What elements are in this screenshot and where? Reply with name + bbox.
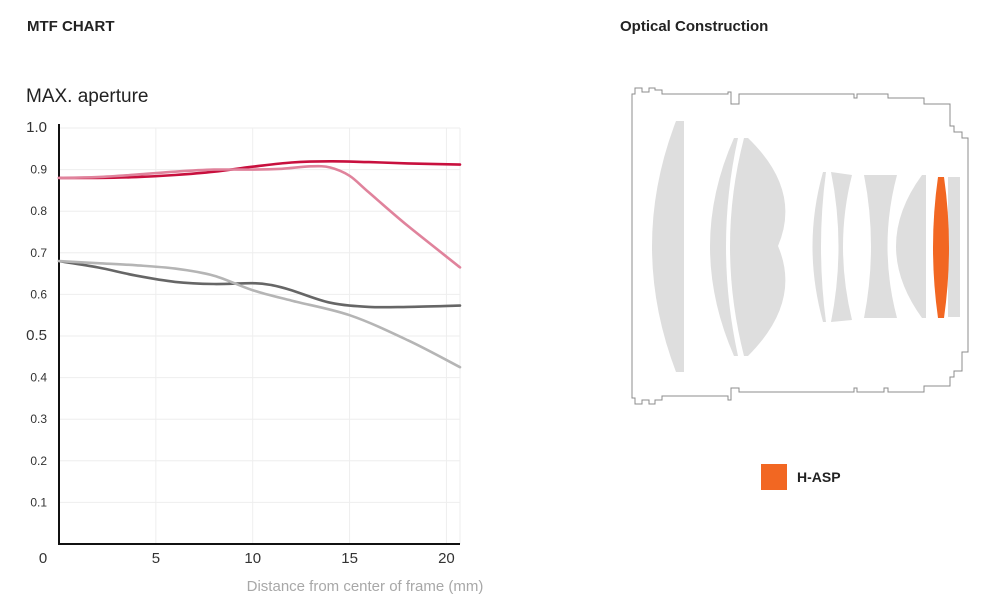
optical-construction-title: Optical Construction — [620, 18, 769, 35]
lens-barrel-outline — [631, 87, 969, 405]
series-line-4 — [57, 259, 462, 369]
y-tick-label: 0.7 — [30, 246, 47, 260]
legend-swatch-h-asp — [761, 464, 787, 490]
x-tick-label: 10 — [244, 550, 261, 567]
y-tick-label: 0.2 — [30, 454, 47, 468]
lens-elements — [652, 121, 960, 372]
x-tick-label: 0 — [39, 550, 47, 567]
legend: H-ASP — [761, 464, 841, 490]
x-axis-label: Distance from center of frame (mm) — [247, 578, 484, 595]
mtf-chart-title: MTF CHART — [27, 18, 115, 35]
lens-element — [812, 172, 826, 322]
mtf-chart: MAX. aperture 1.0 0.9 0.8 0.7 0.6 0.5 0.4 0.3 0.… — [26, 86, 484, 595]
y-tick-label: 0.5 — [26, 327, 47, 344]
lens-element — [831, 172, 852, 322]
series-line-2 — [57, 164, 462, 269]
series-lines — [57, 159, 462, 369]
legend-label-h-asp: H-ASP — [797, 469, 841, 485]
lens-element — [896, 175, 926, 318]
y-tick-label: 0.6 — [30, 287, 47, 301]
lens-element — [864, 175, 897, 318]
lens-element — [948, 177, 960, 317]
y-tick-label: 0.1 — [30, 495, 47, 509]
lens-element — [710, 138, 738, 356]
x-tick-label: 15 — [341, 550, 358, 567]
lens-element — [730, 138, 786, 356]
lens-element — [652, 121, 684, 372]
h-asp-lens-element — [933, 177, 949, 318]
y-tick-label: 0.4 — [30, 371, 47, 385]
optical-construction-diagram — [631, 87, 969, 405]
y-tick-label: 0.8 — [30, 204, 47, 218]
grid-lines — [59, 127, 461, 544]
x-tick-label: 5 — [152, 550, 160, 567]
x-tick-label: 20 — [438, 550, 455, 567]
axes — [58, 124, 460, 545]
series-line-3 — [57, 259, 462, 309]
y-tick-label: 1.0 — [26, 119, 47, 136]
tick-labels: 1.0 0.9 0.8 0.7 0.6 0.5 0.4 0.3 0.2 0.1 0 5 10 15 20 — [26, 119, 455, 567]
chart-subtitle: MAX. aperture — [26, 86, 149, 107]
series-line-1 — [57, 159, 462, 180]
y-tick-label: 0.3 — [30, 412, 47, 426]
y-tick-label: 0.9 — [30, 163, 47, 177]
